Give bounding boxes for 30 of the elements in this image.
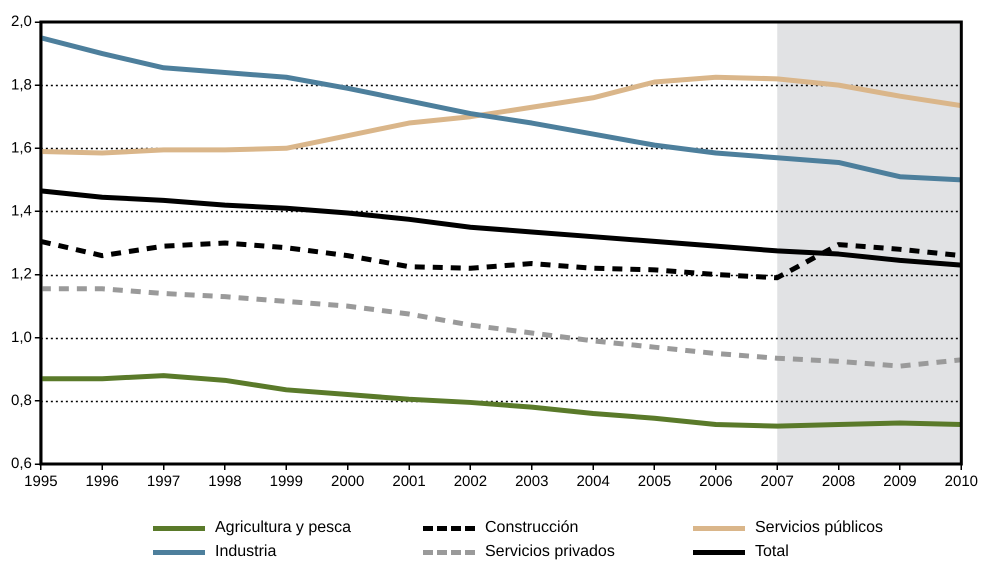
x-tick-label: 2006 (699, 473, 733, 490)
x-tick-label: 2000 (330, 473, 364, 490)
x-tick-label: 2009 (883, 473, 917, 490)
x-tick-label: 1999 (270, 473, 303, 490)
legend-label: Agricultura y pesca (215, 519, 352, 537)
y-tick-label: 0,6 (10, 455, 32, 472)
y-tick-label: 1,6 (10, 139, 32, 156)
x-tick-label: 1998 (208, 473, 242, 490)
legend-label: Servicios privados (485, 543, 615, 561)
x-tick-label: 2005 (638, 473, 672, 490)
x-tick-label: 2004 (576, 473, 610, 490)
y-tick-label: 0,8 (10, 392, 32, 409)
x-tick-label: 2003 (515, 473, 548, 490)
y-tick-label: 1,8 (10, 76, 32, 94)
y-tick-label: 2,0 (10, 13, 32, 30)
x-tick-label: 1995 (24, 473, 58, 490)
x-tick-label: 2002 (454, 473, 488, 490)
legend-label: Industria (215, 543, 276, 561)
y-tick-label: 1,2 (10, 266, 32, 283)
y-tick-label: 1,4 (10, 202, 32, 220)
x-tick-label: 1997 (146, 473, 180, 490)
x-tick-label: 2010 (944, 473, 978, 490)
x-tick-label: 2001 (392, 473, 426, 490)
legend-label: Total (755, 543, 789, 561)
x-tick-label: 2008 (822, 473, 856, 490)
x-tick-label: 2007 (760, 473, 794, 490)
legend-label: Construcción (485, 519, 578, 537)
legend-label: Servicios públicos (755, 519, 884, 537)
x-tick-label: 1996 (86, 473, 119, 490)
y-tick-label: 1,0 (10, 328, 32, 346)
